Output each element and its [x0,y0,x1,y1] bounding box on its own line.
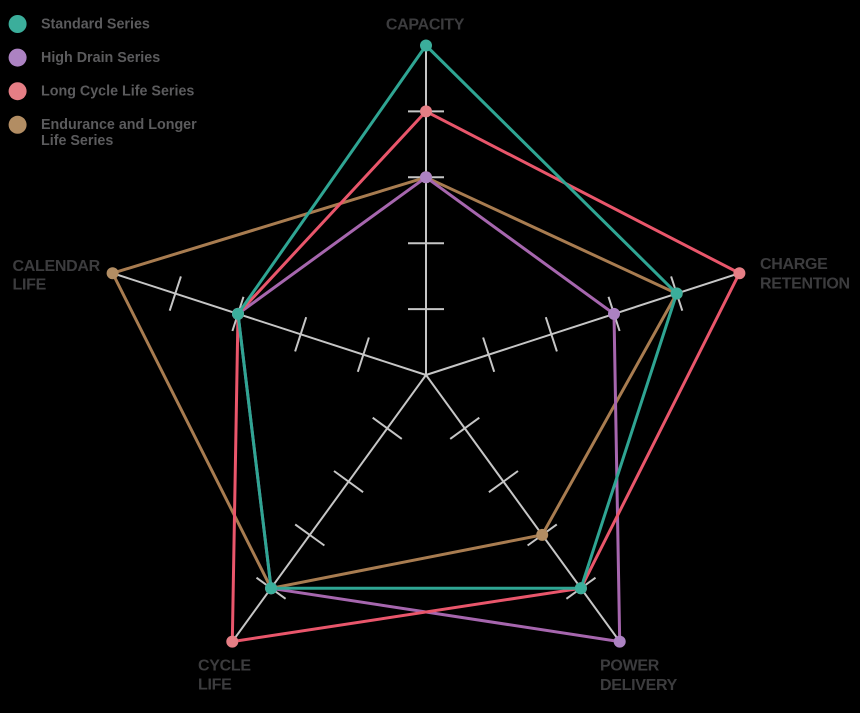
svg-text:CAPACITY: CAPACITY [386,17,465,34]
svg-text:CHARGE: CHARGE [760,256,828,273]
svg-text:Life Series: Life Series [41,133,113,149]
svg-text:CYCLE: CYCLE [198,658,251,675]
svg-text:RETENTION: RETENTION [760,276,850,293]
svg-text:POWER: POWER [600,658,660,675]
svg-text:LIFE: LIFE [198,677,232,694]
svg-text:Long Cycle Life Series: Long Cycle Life Series [41,84,194,100]
svg-text:High Drain Series: High Drain Series [41,50,160,66]
svg-text:Standard Series: Standard Series [41,16,150,32]
svg-text:CALENDAR: CALENDAR [13,258,101,275]
svg-text:LIFE: LIFE [13,277,47,294]
svg-text:DELIVERY: DELIVERY [600,677,678,694]
svg-text:Endurance and Longer: Endurance and Longer [41,117,197,133]
